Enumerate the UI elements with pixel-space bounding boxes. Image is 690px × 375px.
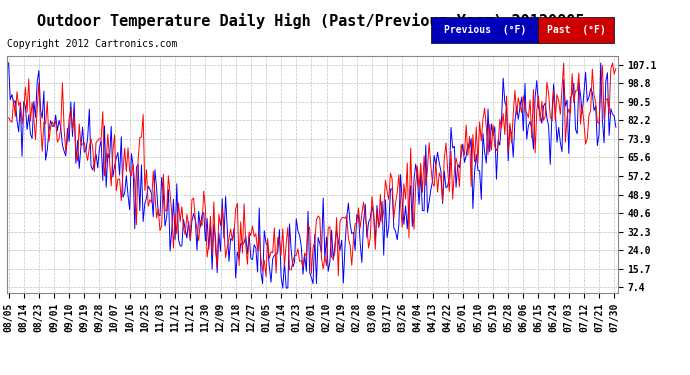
Text: Outdoor Temperature Daily High (Past/Previous Year) 20120805: Outdoor Temperature Daily High (Past/Pre… [37,13,584,29]
Text: Copyright 2012 Cartronics.com: Copyright 2012 Cartronics.com [7,39,177,50]
Text: Past  (°F): Past (°F) [546,25,606,35]
Text: Previous  (°F): Previous (°F) [444,25,526,35]
